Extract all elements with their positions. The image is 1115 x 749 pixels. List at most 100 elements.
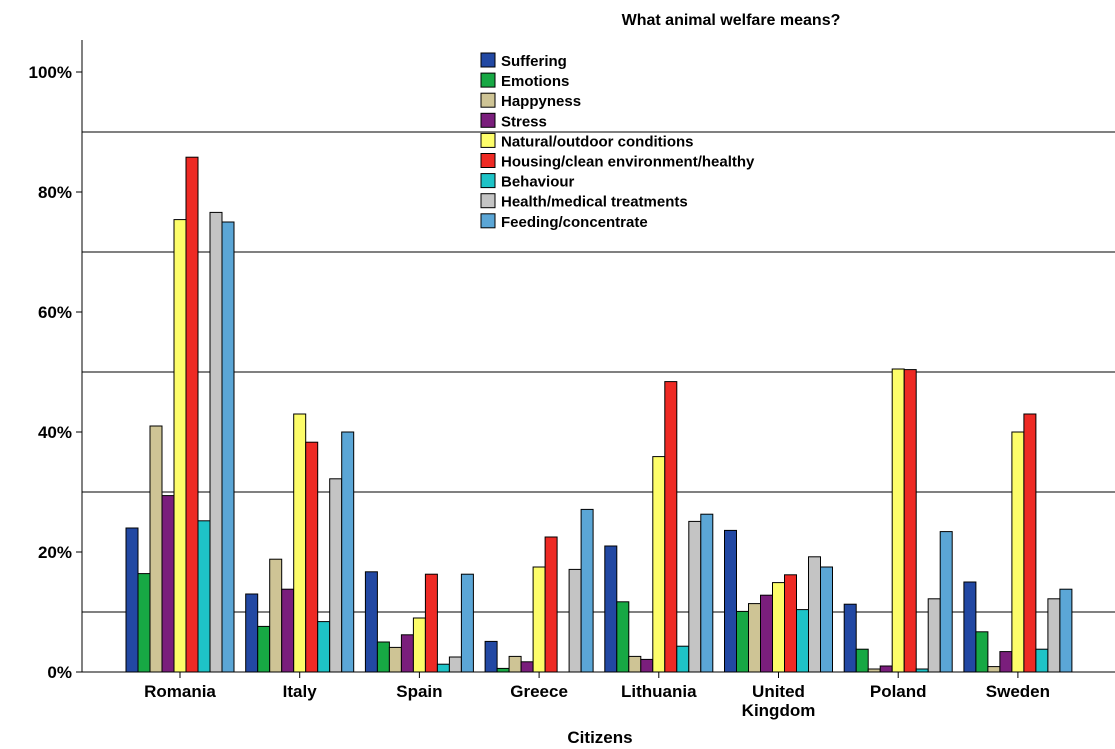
bar bbox=[448, 656, 462, 673]
bar bbox=[317, 621, 331, 673]
bar bbox=[903, 369, 917, 673]
bar bbox=[975, 631, 989, 673]
bar bbox=[496, 667, 510, 673]
x-tick-label: Poland bbox=[870, 682, 927, 701]
chart-title: What animal welfare means? bbox=[622, 12, 841, 29]
y-tick-label: 100% bbox=[29, 63, 72, 82]
bar bbox=[808, 556, 821, 673]
bar bbox=[748, 603, 761, 673]
legend-label: Behaviour bbox=[501, 174, 575, 191]
bar bbox=[664, 381, 678, 673]
x-tick-label: Spain bbox=[396, 682, 442, 701]
bar bbox=[376, 641, 390, 673]
bars-group bbox=[125, 156, 1073, 673]
bar bbox=[1047, 598, 1061, 673]
bar bbox=[257, 625, 271, 673]
bar bbox=[628, 655, 642, 673]
bar bbox=[616, 601, 630, 673]
y-tick-label: 80% bbox=[38, 183, 72, 202]
legend-label: Suffering bbox=[501, 53, 567, 70]
bar bbox=[400, 634, 414, 673]
bar bbox=[999, 651, 1013, 673]
bar bbox=[688, 520, 702, 673]
bar bbox=[341, 431, 355, 673]
y-tick-label: 60% bbox=[38, 303, 72, 322]
bar bbox=[125, 527, 139, 673]
legend-swatch bbox=[480, 92, 496, 108]
bar bbox=[532, 566, 546, 673]
bar bbox=[1011, 431, 1025, 673]
bar bbox=[185, 156, 199, 673]
bar bbox=[772, 582, 785, 673]
bar bbox=[1035, 648, 1049, 673]
bar bbox=[269, 558, 283, 673]
bar bbox=[843, 603, 857, 673]
legend-swatch bbox=[480, 193, 496, 209]
legend-label: Happyness bbox=[501, 93, 581, 110]
bar bbox=[700, 513, 714, 673]
bar bbox=[927, 598, 941, 673]
legend-label: Feeding/concentrate bbox=[501, 214, 648, 231]
x-ticks: Romania Italy Spain Greece Lithuania UnitedKi… bbox=[144, 672, 1050, 720]
x-axis-title: Citizens bbox=[567, 728, 632, 747]
x-tick-label: Romania bbox=[144, 682, 216, 701]
bar bbox=[855, 648, 869, 673]
bar bbox=[544, 536, 558, 673]
bar bbox=[736, 610, 749, 673]
bar bbox=[987, 666, 1001, 673]
bar bbox=[137, 573, 151, 673]
bar bbox=[520, 661, 534, 673]
legend-swatch bbox=[480, 52, 496, 68]
bar bbox=[149, 425, 163, 673]
bar bbox=[963, 581, 977, 673]
bar bbox=[604, 545, 618, 673]
bar bbox=[879, 665, 893, 673]
legend-label: Stress bbox=[501, 113, 547, 130]
bar bbox=[820, 566, 833, 673]
bar bbox=[436, 663, 450, 673]
bar bbox=[676, 645, 690, 673]
y-tick-label: 20% bbox=[38, 543, 72, 562]
bar bbox=[939, 531, 953, 673]
bar bbox=[640, 658, 654, 673]
y-ticks: 0% 20% 40% 60% 80% 100% bbox=[29, 63, 82, 682]
bar bbox=[484, 640, 498, 673]
legend-swatch bbox=[480, 173, 496, 189]
bar bbox=[508, 655, 522, 673]
x-tick-label: Lithuania bbox=[621, 682, 697, 701]
bar bbox=[281, 588, 295, 673]
bar bbox=[796, 609, 809, 673]
legend-label: Health/medical treatments bbox=[501, 194, 688, 211]
legend-swatch bbox=[480, 213, 496, 229]
bar bbox=[784, 574, 797, 673]
x-tick-label: Greece bbox=[510, 682, 568, 701]
bar bbox=[580, 508, 594, 673]
bar bbox=[724, 529, 737, 673]
bar bbox=[460, 573, 474, 673]
legend-swatch bbox=[480, 132, 496, 148]
x-tick-label: Sweden bbox=[986, 682, 1050, 701]
bar bbox=[1059, 588, 1073, 673]
bar bbox=[891, 368, 905, 673]
bar bbox=[293, 413, 307, 673]
y-tick-label: 0% bbox=[47, 663, 72, 682]
bar bbox=[424, 573, 438, 673]
bar bbox=[412, 617, 426, 673]
bar bbox=[245, 593, 259, 673]
legend-label: Natural/outdoor conditions bbox=[501, 133, 694, 150]
bar bbox=[173, 219, 187, 673]
legend: Suffering Emotions Happyness Stress Natural/… bbox=[480, 52, 755, 231]
legend-label: Housing/clean environment/healthy bbox=[501, 154, 755, 171]
bar bbox=[568, 568, 582, 673]
bar bbox=[305, 441, 319, 673]
legend-label: Emotions bbox=[501, 73, 569, 90]
bar bbox=[329, 478, 343, 673]
x-tick-label: United bbox=[752, 682, 805, 701]
axes bbox=[81, 40, 1115, 673]
bar bbox=[652, 456, 666, 673]
x-tick-label: Italy bbox=[283, 682, 318, 701]
bar bbox=[364, 571, 378, 673]
x-tick-label: Kingdom bbox=[742, 701, 816, 720]
legend-swatch bbox=[480, 153, 496, 168]
